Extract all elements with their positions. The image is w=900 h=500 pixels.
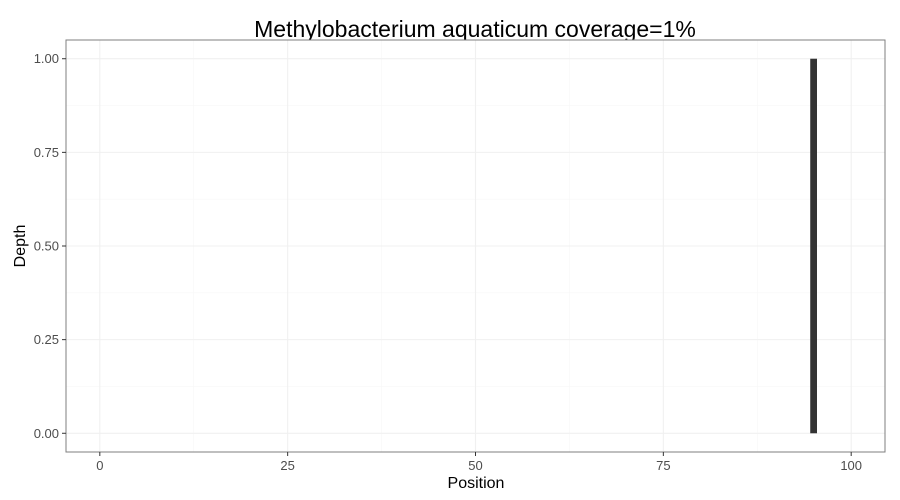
chart-title: Methylobacterium aquaticum coverage=1% — [254, 16, 696, 42]
x-tick-label: 0 — [96, 458, 103, 473]
y-axis-title: Depth — [12, 225, 29, 268]
x-axis-title: Position — [448, 475, 505, 492]
x-tick-label: 50 — [468, 458, 482, 473]
x-tick-label: 100 — [840, 458, 862, 473]
y-axis: 0.00 0.25 0.50 0.75 1.00 — [34, 51, 66, 441]
y-tick-label: 0.25 — [34, 332, 59, 347]
grid-lines — [66, 40, 885, 452]
y-tick-label: 0.50 — [34, 239, 59, 254]
x-tick-label: 25 — [280, 458, 294, 473]
bars — [810, 58, 818, 434]
y-tick-label: 0.75 — [34, 145, 59, 160]
plot-area — [65, 39, 886, 453]
y-tick-label: 0.00 — [34, 426, 59, 441]
y-tick-label: 1.00 — [34, 51, 59, 66]
x-tick-label: 75 — [656, 458, 670, 473]
coverage-bar — [810, 58, 818, 434]
x-axis: 0 25 50 75 100 — [96, 452, 862, 473]
